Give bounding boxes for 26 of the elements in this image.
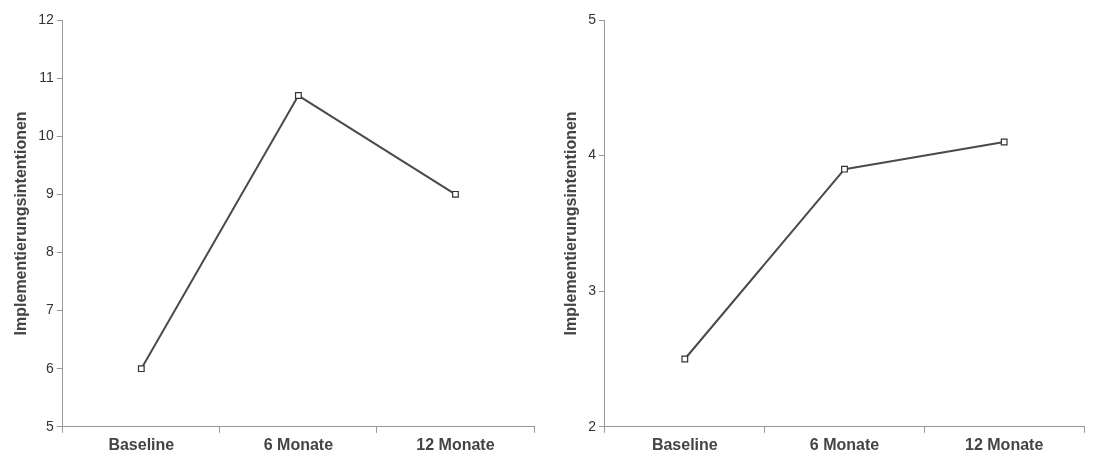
x-tick-label: 12 Monate (965, 435, 1044, 453)
y-tick-label: 4 (588, 146, 597, 163)
y-tick-label: 6 (45, 359, 54, 376)
y-tick-label: 5 (45, 417, 54, 434)
y-tick-label: 7 (45, 301, 54, 318)
point (137, 365, 145, 373)
y-axis-title: Implementierungsintentionen (12, 111, 30, 336)
point (1000, 138, 1008, 146)
y-tick-label: 3 (588, 282, 597, 299)
x-tick-label: Baseline (108, 435, 175, 453)
y-tick-label: 2 (588, 417, 597, 434)
x-tick-label: 6 Monate (263, 435, 334, 453)
y-tick-label: 12 (38, 10, 54, 27)
y-tick-label: 10 (38, 127, 54, 144)
y-tick-label: 9 (45, 185, 54, 202)
y-tick-label: 8 (45, 243, 54, 260)
x-tick-label: 6 Monate (809, 435, 880, 453)
y-axis-title: Implementierungsintentionen (562, 111, 580, 336)
point (452, 190, 459, 198)
point (841, 165, 848, 173)
y-tick-label: 11 (39, 68, 54, 85)
x-tick-label: Baseline (651, 435, 718, 453)
x-tick-label: 12 Monate (416, 435, 495, 453)
point (681, 355, 689, 363)
point (294, 92, 302, 99)
y-tick-label: 5 (588, 10, 597, 27)
